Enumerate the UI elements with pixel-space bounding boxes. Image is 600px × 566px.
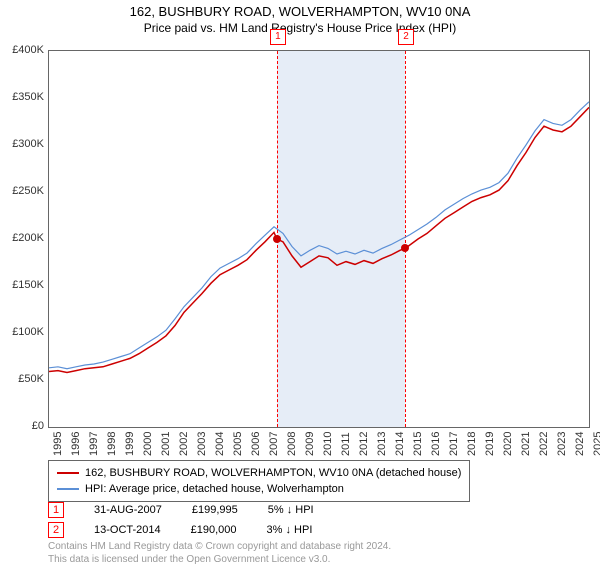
- x-tick-label: 1999: [124, 432, 136, 456]
- x-tick-label: 2006: [250, 432, 262, 456]
- sale-price-1: £199,995: [192, 504, 238, 516]
- x-tick-label: 2025: [592, 432, 600, 456]
- attribution: Contains HM Land Registry data © Crown c…: [48, 540, 391, 566]
- x-tick-label: 2010: [322, 432, 334, 456]
- legend-label-2: HPI: Average price, detached house, Wolv…: [85, 483, 344, 495]
- y-tick-label: £100K: [0, 326, 44, 338]
- x-tick-label: 2014: [394, 432, 406, 456]
- x-tick-label: 2022: [538, 432, 550, 456]
- vline-label-1: 1: [270, 29, 286, 45]
- line-svg: [49, 51, 589, 427]
- x-tick-label: 2016: [430, 432, 442, 456]
- legend-row-1: 162, BUSHBURY ROAD, WOLVERHAMPTON, WV10 …: [57, 465, 461, 481]
- legend-label-1: 162, BUSHBURY ROAD, WOLVERHAMPTON, WV10 …: [85, 467, 461, 479]
- sale-row-2: 2 13-OCT-2014 £190,000 3% ↓ HPI: [48, 522, 312, 538]
- y-tick-label: £400K: [0, 44, 44, 56]
- y-tick-label: £300K: [0, 138, 44, 150]
- y-tick-label: £250K: [0, 185, 44, 197]
- x-tick-label: 2024: [574, 432, 586, 456]
- x-tick-label: 2002: [178, 432, 190, 456]
- sale-date-1: 31-AUG-2007: [94, 504, 162, 516]
- attribution-line1: Contains HM Land Registry data © Crown c…: [48, 540, 391, 553]
- x-tick-label: 2009: [304, 432, 316, 456]
- chart-container: 162, BUSHBURY ROAD, WOLVERHAMPTON, WV10 …: [0, 4, 600, 564]
- y-tick-label: £200K: [0, 232, 44, 244]
- x-tick-label: 2005: [232, 432, 244, 456]
- x-tick-label: 1995: [52, 432, 64, 456]
- x-tick-label: 2003: [196, 432, 208, 456]
- y-tick-label: £50K: [0, 373, 44, 385]
- vline-label-2: 2: [398, 29, 414, 45]
- x-tick-label: 2004: [214, 432, 226, 456]
- x-tick-label: 2000: [142, 432, 154, 456]
- x-tick-label: 2012: [358, 432, 370, 456]
- x-tick-label: 2018: [466, 432, 478, 456]
- x-tick-label: 2007: [268, 432, 280, 456]
- x-tick-label: 2015: [412, 432, 424, 456]
- sale-price-2: £190,000: [191, 524, 237, 536]
- sale-date-2: 13-OCT-2014: [94, 524, 161, 536]
- sale-idx-1: 1: [48, 502, 64, 518]
- x-tick-label: 2013: [376, 432, 388, 456]
- legend-swatch-2: [57, 488, 79, 490]
- sale-delta-2: 3% ↓ HPI: [267, 524, 313, 536]
- y-tick-label: £350K: [0, 91, 44, 103]
- sale-delta-1: 5% ↓ HPI: [268, 504, 314, 516]
- marker-dot-1: [273, 235, 281, 243]
- x-tick-label: 2020: [502, 432, 514, 456]
- x-tick-label: 1996: [70, 432, 82, 456]
- legend-row-2: HPI: Average price, detached house, Wolv…: [57, 481, 461, 497]
- subtitle: Price paid vs. HM Land Registry's House …: [0, 21, 600, 35]
- x-tick-label: 2017: [448, 432, 460, 456]
- x-tick-label: 1998: [106, 432, 118, 456]
- x-tick-label: 2019: [484, 432, 496, 456]
- chart-area: 1 2: [48, 50, 590, 428]
- x-tick-label: 2008: [286, 432, 298, 456]
- x-tick-label: 1997: [88, 432, 100, 456]
- title: 162, BUSHBURY ROAD, WOLVERHAMPTON, WV10 …: [0, 4, 600, 19]
- y-tick-label: £0: [0, 420, 44, 432]
- y-tick-label: £150K: [0, 279, 44, 291]
- x-tick-label: 2023: [556, 432, 568, 456]
- legend: 162, BUSHBURY ROAD, WOLVERHAMPTON, WV10 …: [48, 460, 470, 502]
- x-tick-label: 2021: [520, 432, 532, 456]
- sale-row-1: 1 31-AUG-2007 £199,995 5% ↓ HPI: [48, 502, 314, 518]
- x-tick-label: 2001: [160, 432, 172, 456]
- sale-idx-2: 2: [48, 522, 64, 538]
- x-tick-label: 2011: [340, 432, 352, 456]
- legend-swatch-1: [57, 472, 79, 474]
